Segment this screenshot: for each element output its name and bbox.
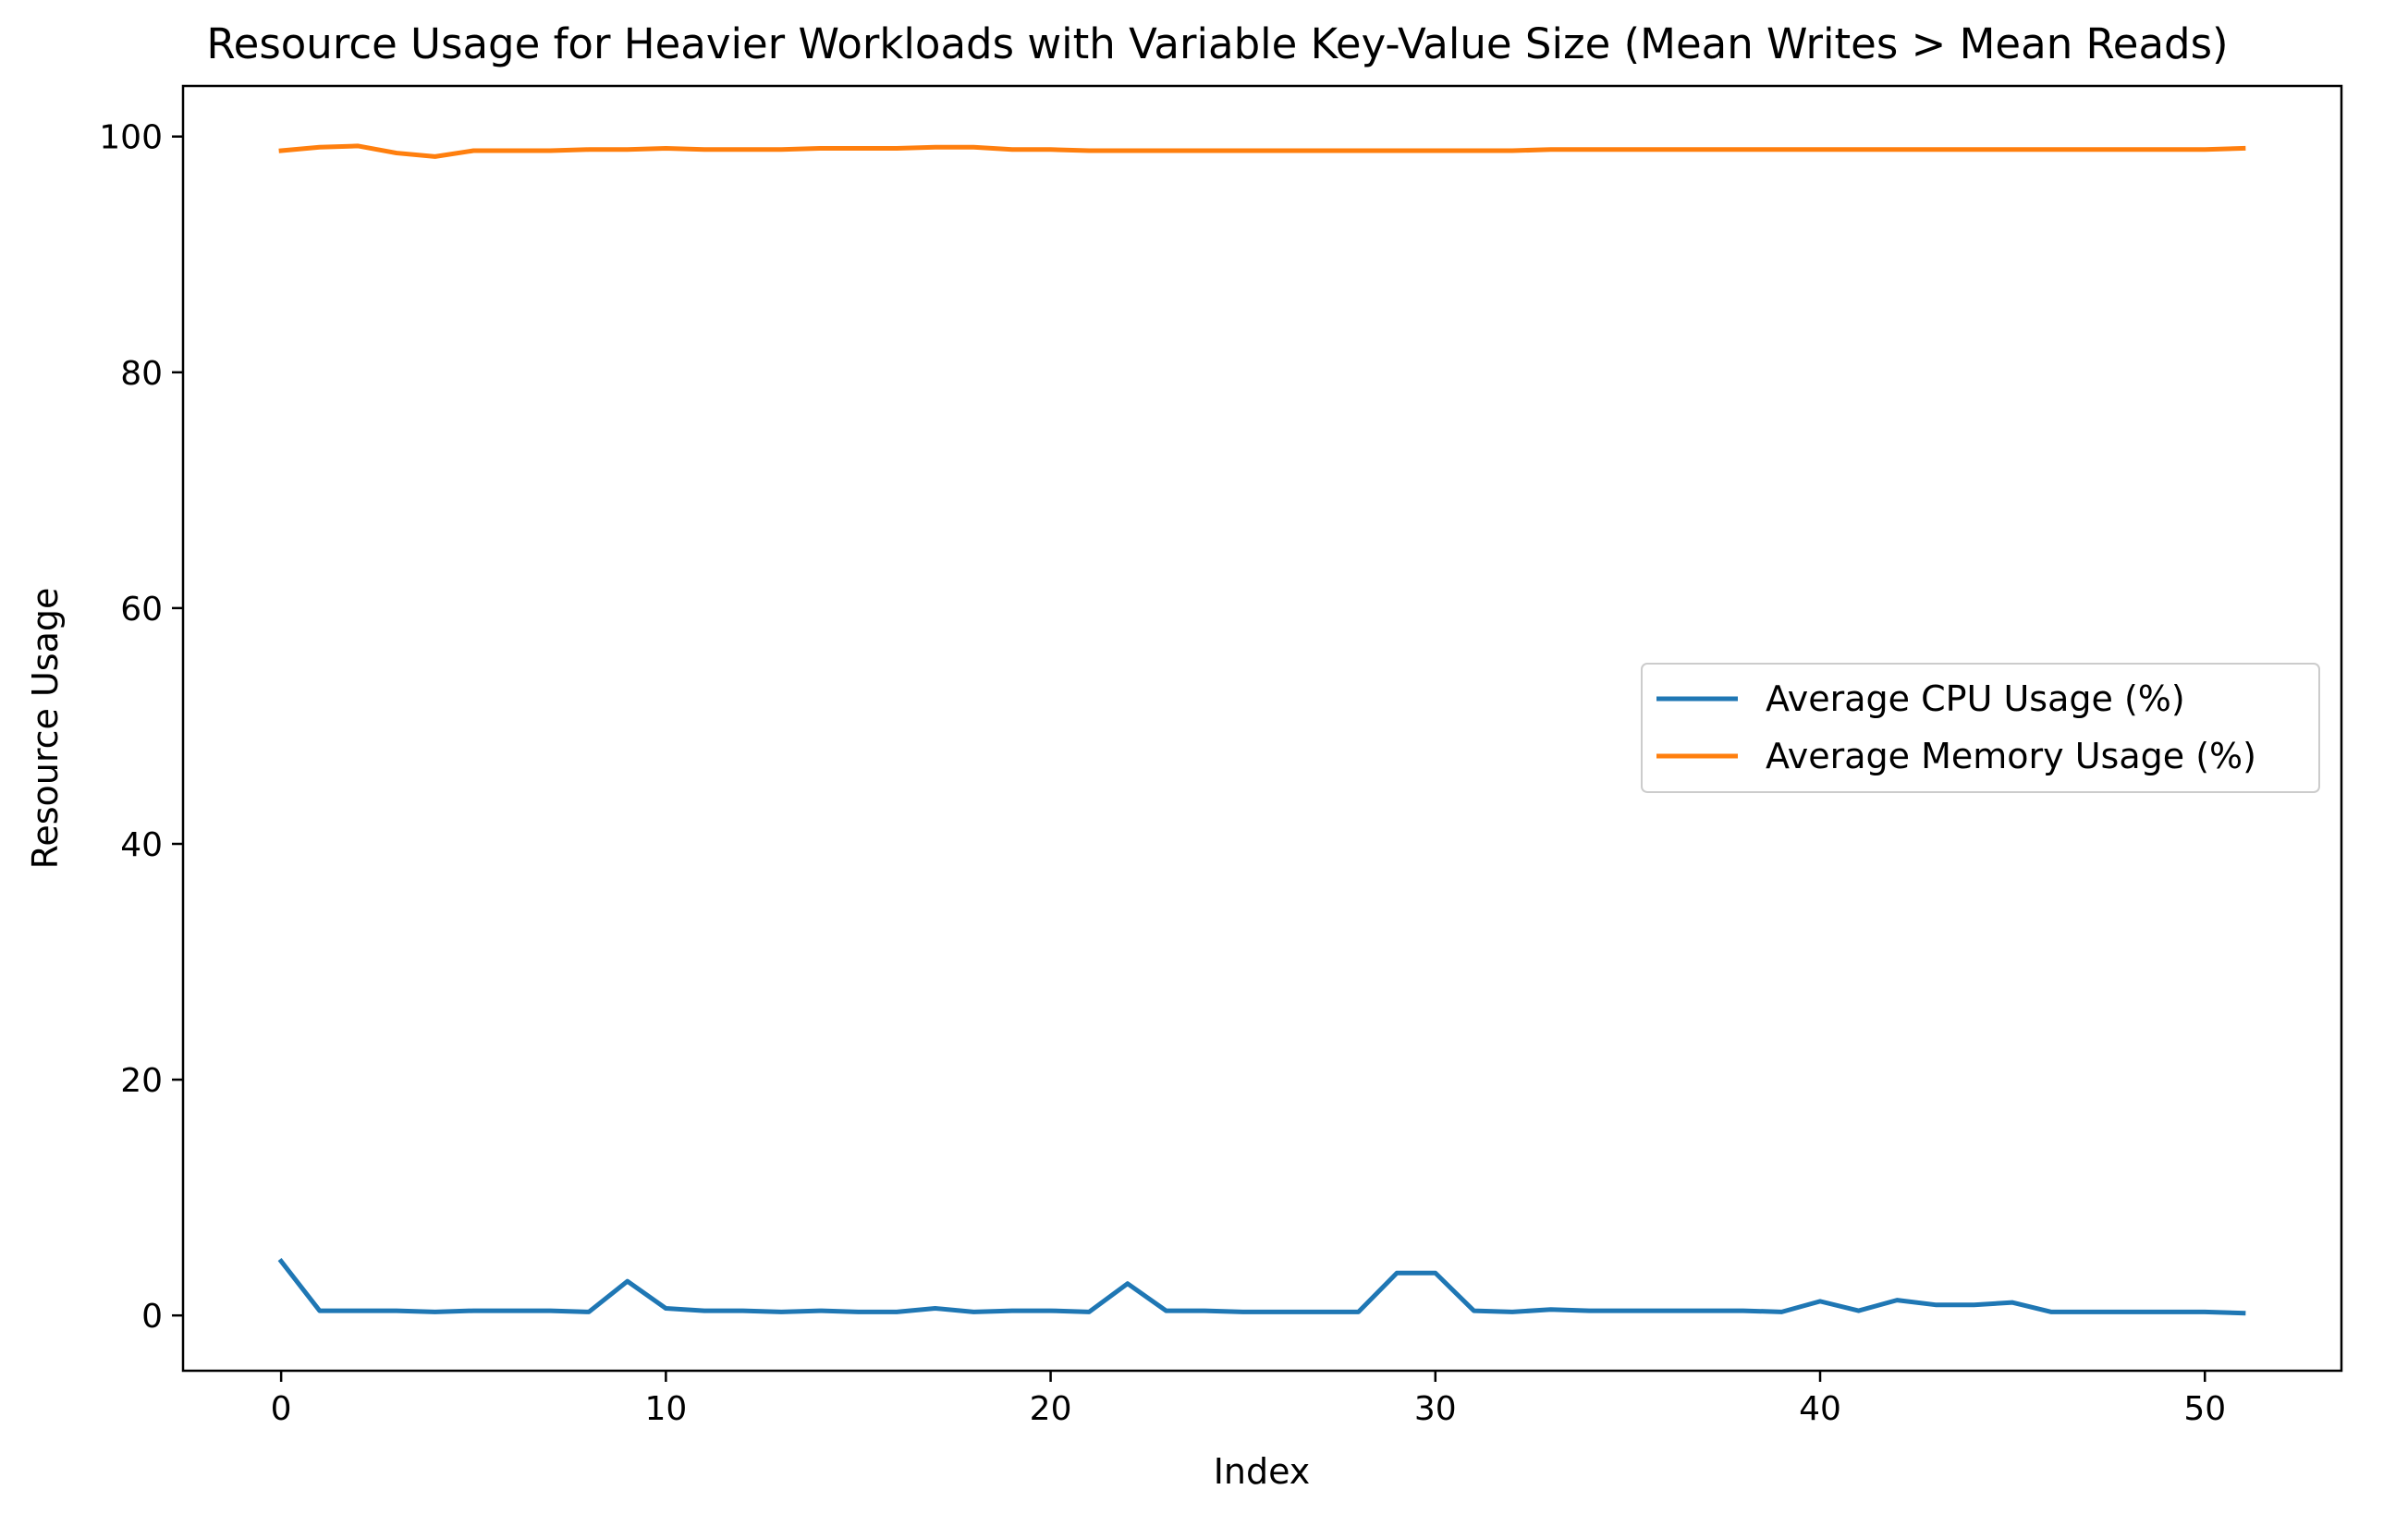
y-tick-label: 0	[141, 1298, 163, 1336]
plot-lines	[277, 143, 2246, 1316]
x-tick-label: 20	[1030, 1390, 1072, 1428]
legend-label-memory: Average Memory Usage (%)	[1766, 736, 2256, 776]
y-tick-label: 60	[120, 591, 163, 629]
y-tick-label: 80	[120, 355, 163, 393]
chart-title: Resource Usage for Heavier Workloads wit…	[206, 19, 2228, 68]
x-axis-label: Index	[1214, 1451, 1311, 1492]
x-axis: 0 10 20 30 40 50	[271, 1371, 2226, 1428]
legend-label-cpu: Average CPU Usage (%)	[1766, 678, 2185, 719]
legend-box	[1641, 663, 2320, 793]
series-line-memory	[278, 143, 2246, 159]
y-axis-label: Resource Usage	[25, 588, 66, 870]
plot-area-frame	[181, 84, 2343, 1373]
y-tick-label: 20	[120, 1062, 163, 1100]
y-axis: 0 20 40 60 80 100	[99, 119, 183, 1336]
legend: Average CPU Usage (%) Average Memory Usa…	[1641, 663, 2320, 793]
x-tick-label: 0	[271, 1390, 292, 1428]
x-tick-label: 50	[2183, 1390, 2226, 1428]
x-tick-label: 40	[1799, 1390, 1841, 1428]
x-tick-label: 10	[644, 1390, 687, 1428]
y-tick-label: 40	[120, 826, 163, 864]
x-tick-label: 30	[1414, 1390, 1457, 1428]
y-tick-label: 100	[99, 119, 163, 157]
series-line-cpu	[277, 1258, 2246, 1316]
